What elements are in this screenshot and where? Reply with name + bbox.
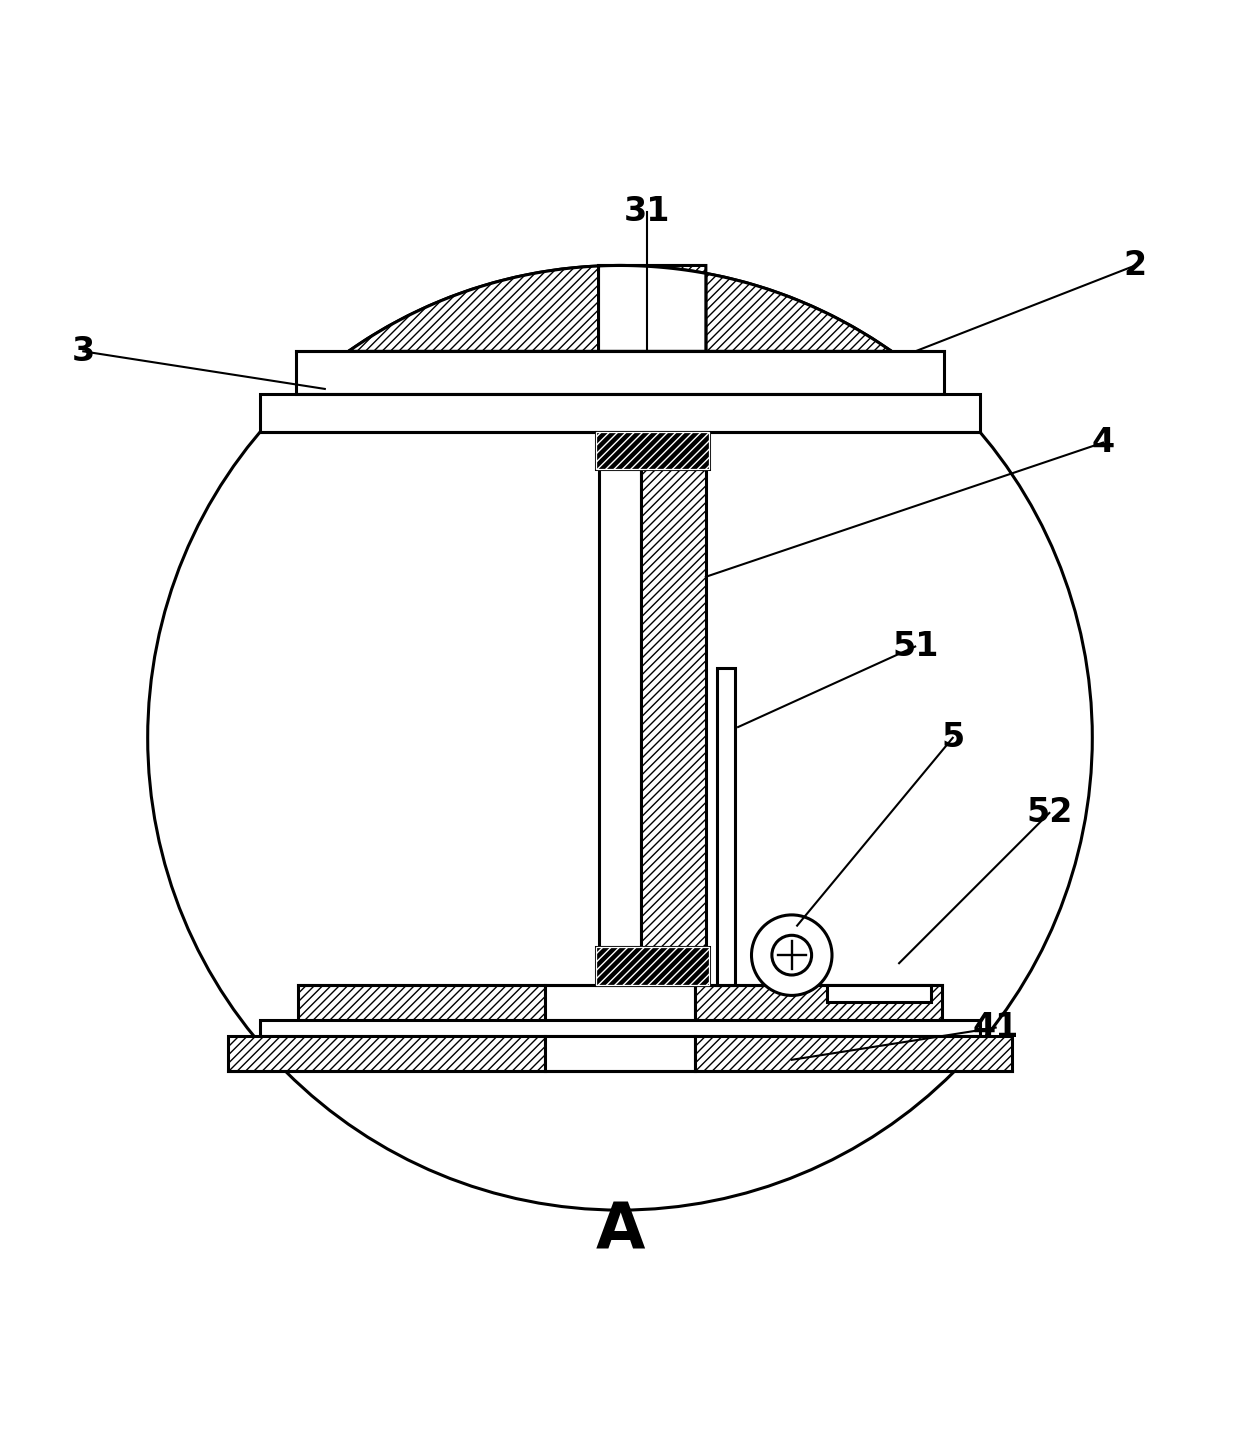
Polygon shape: [827, 985, 931, 1002]
Text: 2: 2: [1123, 249, 1147, 282]
Polygon shape: [599, 266, 706, 351]
Polygon shape: [348, 266, 620, 351]
Polygon shape: [260, 1020, 980, 1035]
Text: 41: 41: [972, 1011, 1019, 1044]
Polygon shape: [298, 985, 544, 1020]
Polygon shape: [596, 948, 708, 985]
Polygon shape: [228, 1035, 544, 1070]
Bar: [260, 394, 980, 431]
Bar: [296, 351, 944, 394]
Text: 51: 51: [892, 630, 939, 663]
Polygon shape: [544, 985, 696, 1020]
Text: 5: 5: [941, 722, 965, 755]
Polygon shape: [641, 469, 706, 948]
Polygon shape: [620, 266, 892, 351]
Polygon shape: [696, 1035, 1012, 1070]
Text: 52: 52: [1027, 797, 1073, 830]
Text: 31: 31: [624, 196, 670, 229]
Polygon shape: [544, 1035, 696, 1070]
Polygon shape: [596, 431, 708, 469]
Text: A: A: [595, 1201, 645, 1263]
Polygon shape: [599, 469, 641, 948]
Polygon shape: [717, 669, 735, 985]
Text: 4: 4: [1091, 426, 1115, 459]
Circle shape: [751, 915, 832, 995]
Polygon shape: [696, 985, 942, 1020]
Text: 3: 3: [72, 335, 95, 368]
